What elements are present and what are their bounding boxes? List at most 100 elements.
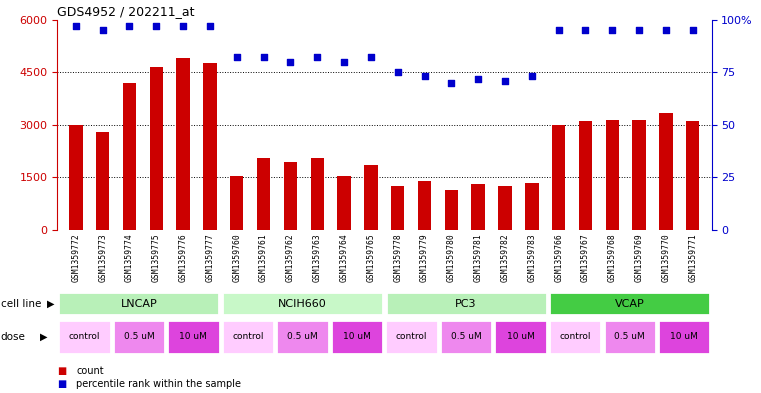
Text: GSM1359769: GSM1359769 bbox=[635, 233, 644, 282]
Point bbox=[257, 54, 269, 61]
Bar bbox=[549, 292, 710, 315]
Text: GSM1359772: GSM1359772 bbox=[72, 233, 81, 282]
Bar bbox=[549, 320, 601, 354]
Text: 10 uM: 10 uM bbox=[343, 332, 371, 342]
Text: control: control bbox=[232, 332, 264, 342]
Text: GSM1359765: GSM1359765 bbox=[366, 233, 375, 282]
Text: GSM1359778: GSM1359778 bbox=[393, 233, 403, 282]
Bar bbox=[331, 320, 384, 354]
Bar bbox=[495, 320, 547, 354]
Bar bbox=[472, 184, 485, 230]
Text: 10 uM: 10 uM bbox=[180, 332, 207, 342]
Point bbox=[633, 27, 645, 33]
Text: 0.5 uM: 0.5 uM bbox=[123, 332, 154, 342]
Bar bbox=[498, 186, 511, 230]
Bar bbox=[579, 121, 592, 230]
Point bbox=[311, 54, 323, 61]
Text: control: control bbox=[68, 332, 100, 342]
Bar bbox=[391, 186, 404, 230]
Bar bbox=[230, 176, 244, 230]
Point bbox=[338, 59, 350, 65]
Text: dose: dose bbox=[1, 332, 26, 342]
Point bbox=[70, 23, 82, 29]
Text: GSM1359767: GSM1359767 bbox=[581, 233, 590, 282]
Text: ▶: ▶ bbox=[47, 299, 55, 309]
Bar bbox=[69, 125, 82, 230]
Point bbox=[97, 27, 109, 33]
Text: GSM1359770: GSM1359770 bbox=[661, 233, 670, 282]
Point bbox=[552, 27, 565, 33]
Text: GSM1359776: GSM1359776 bbox=[179, 233, 188, 282]
Text: 0.5 uM: 0.5 uM bbox=[614, 332, 645, 342]
Text: ▶: ▶ bbox=[40, 332, 47, 342]
Bar bbox=[150, 67, 163, 230]
Bar bbox=[603, 320, 656, 354]
Bar bbox=[276, 320, 329, 354]
Text: GSM1359764: GSM1359764 bbox=[339, 233, 349, 282]
Point bbox=[607, 27, 619, 33]
Bar bbox=[525, 183, 539, 230]
Bar bbox=[113, 320, 165, 354]
Point bbox=[123, 23, 135, 29]
Bar bbox=[552, 125, 565, 230]
Text: GSM1359766: GSM1359766 bbox=[554, 233, 563, 282]
Text: GSM1359780: GSM1359780 bbox=[447, 233, 456, 282]
Text: ■: ■ bbox=[57, 379, 66, 389]
Text: 10 uM: 10 uM bbox=[670, 332, 698, 342]
Text: GSM1359762: GSM1359762 bbox=[286, 233, 295, 282]
Point bbox=[177, 23, 189, 29]
Text: GSM1359779: GSM1359779 bbox=[420, 233, 429, 282]
Point bbox=[660, 27, 672, 33]
Point bbox=[419, 73, 431, 79]
Text: count: count bbox=[76, 366, 103, 376]
Bar bbox=[385, 320, 438, 354]
Text: 0.5 uM: 0.5 uM bbox=[451, 332, 482, 342]
Bar bbox=[203, 63, 217, 230]
Text: GSM1359761: GSM1359761 bbox=[259, 233, 268, 282]
Point bbox=[231, 54, 243, 61]
Bar bbox=[337, 176, 351, 230]
Text: percentile rank within the sample: percentile rank within the sample bbox=[76, 379, 241, 389]
Point bbox=[499, 77, 511, 84]
Bar bbox=[606, 119, 619, 230]
Point bbox=[472, 75, 484, 82]
Bar bbox=[686, 121, 699, 230]
Text: PC3: PC3 bbox=[455, 299, 477, 309]
Text: 10 uM: 10 uM bbox=[507, 332, 534, 342]
Bar bbox=[440, 320, 492, 354]
Text: control: control bbox=[396, 332, 428, 342]
Text: ■: ■ bbox=[57, 366, 66, 376]
Point bbox=[365, 54, 377, 61]
Point bbox=[392, 69, 404, 75]
Text: GSM1359771: GSM1359771 bbox=[688, 233, 697, 282]
Bar bbox=[310, 158, 324, 230]
Text: LNCAP: LNCAP bbox=[120, 299, 158, 309]
Bar bbox=[257, 158, 270, 230]
Text: GSM1359775: GSM1359775 bbox=[151, 233, 161, 282]
Bar bbox=[444, 189, 458, 230]
Text: GSM1359763: GSM1359763 bbox=[313, 233, 322, 282]
Text: GDS4952 / 202211_at: GDS4952 / 202211_at bbox=[57, 6, 195, 18]
Text: GSM1359760: GSM1359760 bbox=[232, 233, 241, 282]
Text: GSM1359773: GSM1359773 bbox=[98, 233, 107, 282]
Text: GSM1359768: GSM1359768 bbox=[608, 233, 617, 282]
Bar bbox=[386, 292, 546, 315]
Bar bbox=[58, 320, 110, 354]
Point bbox=[445, 79, 457, 86]
Bar bbox=[123, 83, 136, 230]
Point bbox=[150, 23, 162, 29]
Bar bbox=[221, 320, 274, 354]
Text: GSM1359781: GSM1359781 bbox=[473, 233, 482, 282]
Text: 0.5 uM: 0.5 uM bbox=[287, 332, 318, 342]
Bar bbox=[284, 162, 297, 230]
Point bbox=[526, 73, 538, 79]
Text: VCAP: VCAP bbox=[615, 299, 645, 309]
Text: GSM1359782: GSM1359782 bbox=[501, 233, 510, 282]
Bar bbox=[167, 320, 220, 354]
Point bbox=[204, 23, 216, 29]
Text: cell line: cell line bbox=[1, 299, 41, 309]
Text: GSM1359774: GSM1359774 bbox=[125, 233, 134, 282]
Text: control: control bbox=[559, 332, 591, 342]
Bar bbox=[96, 132, 110, 230]
Point bbox=[285, 59, 297, 65]
